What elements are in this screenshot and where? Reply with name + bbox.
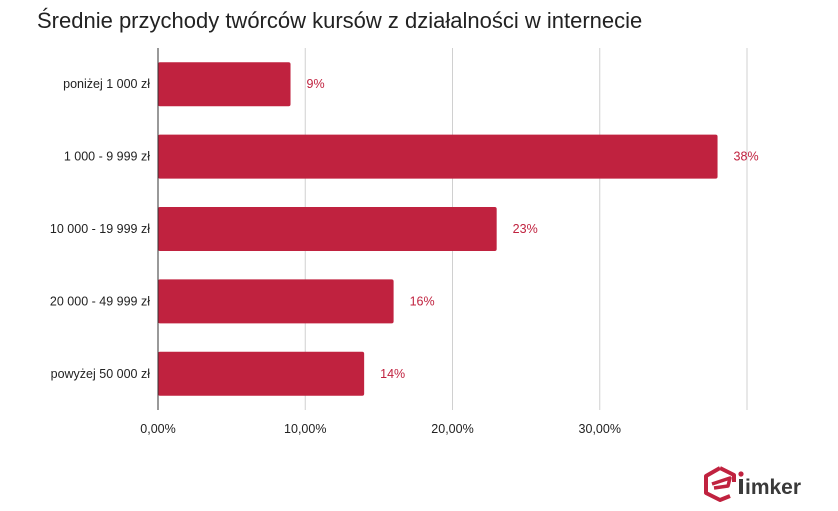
bar [158, 207, 497, 251]
category-label: 10 000 - 19 999 zł [50, 222, 150, 236]
bar [158, 62, 291, 107]
data-label: 38% [734, 150, 759, 164]
category-label: 1 000 - 9 999 zł [64, 150, 150, 164]
data-label: 16% [410, 294, 435, 308]
category-label: powyżej 50 000 zł [51, 367, 151, 381]
x-tick-label: 30,00% [579, 422, 621, 436]
data-label: 9% [307, 77, 325, 91]
bar [158, 351, 365, 396]
x-tick-label: 20,00% [431, 422, 473, 436]
x-tick-label: 0,00% [140, 422, 175, 436]
data-label: 14% [380, 367, 405, 381]
imker-logo: imker [704, 466, 801, 502]
bar [158, 279, 394, 324]
category-label: poniżej 1 000 zł [63, 77, 150, 91]
data-label: 23% [513, 222, 538, 236]
category-label: 20 000 - 49 999 zł [50, 294, 150, 308]
chart-title: Średnie przychody twórców kursów z dział… [37, 8, 643, 33]
logo-text: imker [745, 476, 801, 499]
x-tick-label: 10,00% [284, 422, 326, 436]
bar [158, 134, 718, 179]
